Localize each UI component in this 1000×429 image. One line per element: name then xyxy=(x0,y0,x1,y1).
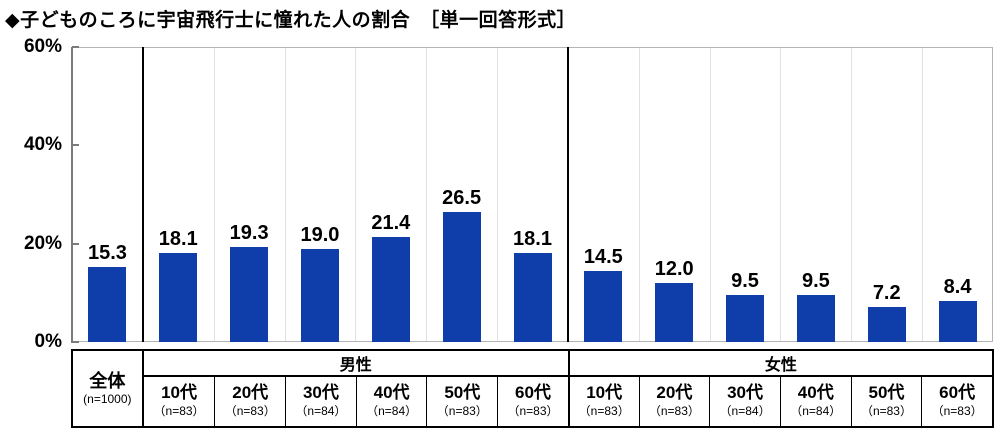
bar xyxy=(796,295,835,342)
column-gridline xyxy=(780,48,782,341)
age-cell: 10代 （n=83） xyxy=(567,377,639,426)
gender-header: 男性 xyxy=(339,357,372,374)
age-cell: 20代 （n=83） xyxy=(638,377,710,426)
age-label: 50代 xyxy=(444,383,481,403)
y-axis-tick xyxy=(72,46,79,48)
age-cell: 60代 （n=83） xyxy=(921,377,992,426)
bar xyxy=(442,211,481,342)
y-axis-label: 0% xyxy=(34,331,62,352)
total-label: 全体 xyxy=(89,370,126,391)
age-n: （n=83） xyxy=(860,404,912,419)
column-gridline xyxy=(426,48,428,341)
total-cell: 全体 (n=1000) xyxy=(73,351,144,426)
group-separator xyxy=(141,47,144,342)
bar xyxy=(938,300,977,342)
bar-value-label: 19.3 xyxy=(229,222,269,245)
y-axis-label: 20% xyxy=(23,232,62,254)
bar xyxy=(867,306,906,342)
age-label: 20代 xyxy=(232,383,269,403)
column-gridline xyxy=(638,48,640,341)
y-axis-line xyxy=(71,47,73,343)
bar-value-label: 14.5 xyxy=(583,245,623,268)
bar-value-label: 21.4 xyxy=(371,211,411,234)
age-cell: 30代 （n=84） xyxy=(709,377,780,426)
bar-value-label: 9.5 xyxy=(801,270,830,293)
age-n: （n=83） xyxy=(931,404,983,419)
demographics-table: 全体 (n=1000) 男性 女性 10代 （n=83） 20代 （n=83） 30代 （n=84… xyxy=(71,349,994,428)
gender-header: 女性 xyxy=(567,351,992,375)
bar-value-label: 18.1 xyxy=(158,228,198,250)
column-gridline xyxy=(709,48,711,341)
age-cell: 50代 （n=83） xyxy=(426,377,497,426)
column-gridline xyxy=(922,48,924,341)
age-n: （n=83） xyxy=(436,404,488,419)
bar-value-label: 7.2 xyxy=(872,281,901,304)
column-gridline xyxy=(851,48,853,341)
age-label: 20代 xyxy=(656,383,693,403)
bar xyxy=(513,253,552,342)
age-label: 10代 xyxy=(586,383,623,403)
y-axis-tick xyxy=(72,341,79,343)
column-gridline xyxy=(284,48,286,341)
bar xyxy=(88,266,127,342)
age-n: （n=84） xyxy=(295,404,347,419)
bar xyxy=(726,295,765,342)
bar xyxy=(159,253,198,342)
y-axis-tick xyxy=(72,242,79,245)
age-n: （n=83） xyxy=(578,404,630,419)
y-axis-label: 40% xyxy=(23,134,62,156)
column-gridline xyxy=(497,48,499,341)
column-gridline xyxy=(355,48,357,341)
group-separator xyxy=(566,47,569,342)
age-cell: 50代 （n=83） xyxy=(850,377,922,426)
age-cell: 20代 （n=83） xyxy=(214,377,285,426)
age-label: 60代 xyxy=(939,383,976,403)
y-axis-tick xyxy=(72,144,79,147)
bar xyxy=(300,248,339,342)
bar xyxy=(230,247,269,342)
bar xyxy=(371,236,410,342)
y-axis-label: 60% xyxy=(23,36,62,57)
bar-value-label: 8.4 xyxy=(943,275,972,298)
table-divider xyxy=(143,375,992,377)
age-n: （n=83） xyxy=(153,404,205,419)
age-n: （n=83） xyxy=(648,404,700,419)
age-n: （n=84） xyxy=(790,404,842,419)
column-gridline xyxy=(213,48,215,341)
bar-value-label: 12.0 xyxy=(654,258,694,280)
age-label: 30代 xyxy=(727,383,764,403)
bar-value-label: 18.1 xyxy=(513,228,552,250)
bar xyxy=(584,270,623,342)
age-label: 50代 xyxy=(868,383,905,403)
age-label: 40代 xyxy=(797,383,834,403)
age-label: 40代 xyxy=(373,383,410,403)
bar-value-label: 19.0 xyxy=(300,223,340,246)
age-cell: 60代 （n=83） xyxy=(497,377,568,426)
bar-value-label: 15.3 xyxy=(87,241,127,264)
age-n: （n=83） xyxy=(224,404,276,419)
age-cell: 40代 （n=84） xyxy=(779,377,851,426)
age-n: （n=84） xyxy=(719,404,771,419)
age-cell: 40代 （n=84） xyxy=(355,377,427,426)
bar-value-label: 26.5 xyxy=(442,186,482,209)
age-cell: 30代 （n=84） xyxy=(285,377,356,426)
age-n: （n=84） xyxy=(366,404,418,419)
chart-title: ◆子どものころに宇宙飛行士に憧れた人の割合 ［単一回答形式］ xyxy=(5,10,577,31)
age-label: 60代 xyxy=(515,383,551,403)
total-n: (n=1000) xyxy=(83,391,132,406)
bar-value-label: 9.5 xyxy=(731,270,759,293)
age-cell: 10代 （n=83） xyxy=(144,377,215,426)
bar xyxy=(655,283,694,342)
age-n: （n=83） xyxy=(507,404,559,419)
age-label: 30代 xyxy=(302,383,339,403)
age-label: 10代 xyxy=(161,383,197,403)
